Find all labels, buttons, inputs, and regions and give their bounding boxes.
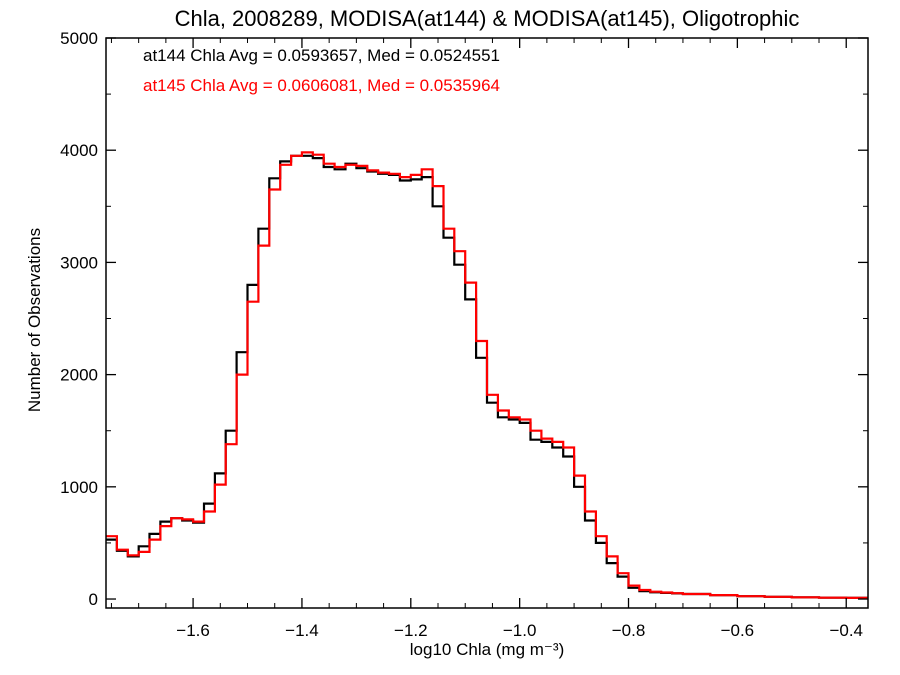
y-axis-label: Number of Observations [25,228,44,412]
y-tick-label: 5000 [60,29,98,48]
y-tick-label: 2000 [60,366,98,385]
x-tick-label: −0.8 [612,621,646,640]
y-tick-label: 1000 [60,478,98,497]
x-axis: −1.6 −1.4 −1.2 −1.0 −0.8 −0.6 −0.4 [110,38,863,640]
y-tick-label: 0 [89,590,98,609]
x-tick-label: −1.2 [394,621,428,640]
x-axis-label: log10 Chla (mg m⁻³) [410,640,564,659]
annotation-at144-stats: at144 Chla Avg = 0.0593657, Med = 0.0524… [143,46,500,65]
x-tick-label: −1.6 [176,621,210,640]
annotation-at145-stats: at145 Chla Avg = 0.0606081, Med = 0.0535… [143,76,500,95]
chart-title: Chla, 2008289, MODISA(at144) & MODISA(at… [175,6,800,31]
series-layer [106,151,868,599]
x-tick-label: −0.4 [829,621,863,640]
y-tick-label: 4000 [60,141,98,160]
plot-frame [105,37,869,609]
x-tick-label: −1.4 [285,621,319,640]
x-tick-label: −1.0 [503,621,537,640]
series-line-2 [106,151,868,599]
x-tick-label: −0.6 [721,621,755,640]
y-tick-label: 3000 [60,253,98,272]
y-axis: 0 1000 2000 3000 4000 5000 [60,29,868,609]
